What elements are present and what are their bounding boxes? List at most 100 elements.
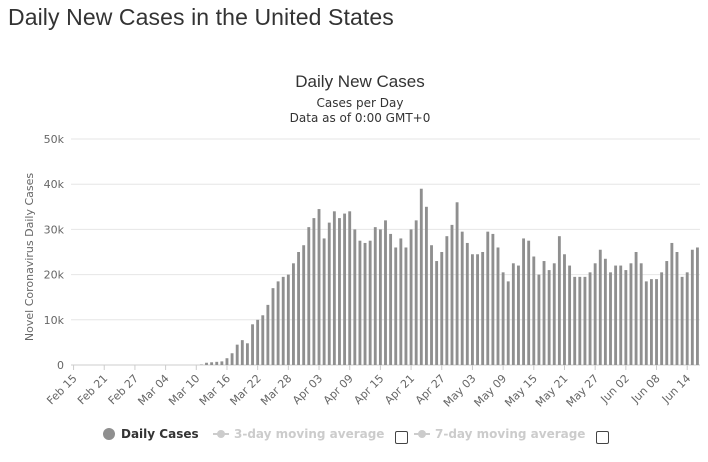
bar[interactable]	[527, 240, 531, 365]
bar[interactable]	[409, 229, 413, 365]
bar[interactable]	[532, 256, 536, 365]
bar[interactable]	[624, 270, 628, 365]
bar[interactable]	[343, 213, 347, 365]
bar[interactable]	[445, 236, 449, 365]
bar[interactable]	[476, 254, 479, 365]
bar[interactable]	[552, 263, 556, 365]
bar[interactable]	[603, 258, 607, 365]
bar[interactable]	[338, 218, 341, 365]
bar[interactable]	[292, 263, 295, 365]
bar[interactable]	[506, 281, 510, 365]
bar[interactable]	[384, 220, 387, 365]
bar[interactable]	[573, 276, 577, 365]
bar[interactable]	[266, 304, 270, 365]
bar[interactable]	[358, 240, 362, 365]
bar[interactable]	[486, 231, 490, 365]
bar[interactable]	[435, 261, 439, 365]
bar[interactable]	[696, 247, 699, 365]
bar[interactable]	[399, 238, 403, 365]
bar[interactable]	[675, 252, 679, 365]
bar[interactable]	[471, 254, 474, 365]
bar[interactable]	[511, 263, 515, 365]
bar[interactable]	[281, 276, 285, 365]
bar[interactable]	[583, 276, 587, 365]
bar[interactable]	[220, 361, 224, 365]
bar[interactable]	[588, 272, 592, 365]
bar[interactable]	[353, 229, 357, 365]
bar[interactable]	[215, 361, 219, 365]
bar[interactable]	[322, 238, 326, 365]
bar[interactable]	[312, 218, 316, 365]
bar[interactable]	[404, 247, 408, 365]
bar[interactable]	[235, 344, 239, 365]
bar[interactable]	[245, 343, 249, 365]
legend-item-3-day-average[interactable]: 3-day moving average	[213, 427, 384, 441]
bar[interactable]	[465, 242, 469, 365]
bar[interactable]	[537, 274, 541, 365]
bar[interactable]	[593, 263, 597, 365]
legend-item-7-day-average[interactable]: 7-day moving average	[414, 427, 585, 441]
bar[interactable]	[655, 279, 658, 365]
bar[interactable]	[440, 252, 444, 365]
bar[interactable]	[491, 233, 495, 365]
bar[interactable]	[547, 270, 551, 365]
bar[interactable]	[455, 202, 459, 365]
bar[interactable]	[496, 247, 500, 365]
bar[interactable]	[517, 265, 520, 365]
bar[interactable]	[373, 227, 377, 365]
bar[interactable]	[230, 353, 234, 365]
bar[interactable]	[639, 263, 643, 365]
bar[interactable]	[685, 272, 689, 365]
bar[interactable]	[450, 224, 454, 365]
bar[interactable]	[649, 279, 653, 365]
bar[interactable]	[327, 222, 331, 365]
bar[interactable]	[690, 249, 694, 365]
bar[interactable]	[317, 209, 321, 365]
bar[interactable]	[286, 274, 290, 365]
bar[interactable]	[542, 261, 546, 365]
bar[interactable]	[634, 252, 638, 365]
bar[interactable]	[614, 265, 618, 365]
bar[interactable]	[261, 315, 265, 365]
bar[interactable]	[332, 211, 336, 365]
bar[interactable]	[609, 272, 612, 365]
bar[interactable]	[568, 265, 572, 365]
bar[interactable]	[378, 229, 382, 365]
bar[interactable]	[629, 263, 633, 365]
bar[interactable]	[205, 362, 208, 365]
bar[interactable]	[240, 340, 244, 365]
bar[interactable]	[430, 245, 433, 365]
bar[interactable]	[598, 249, 602, 365]
bar[interactable]	[557, 236, 561, 365]
bar[interactable]	[276, 281, 280, 365]
bar[interactable]	[660, 272, 664, 365]
bar[interactable]	[680, 276, 684, 365]
bar[interactable]	[271, 288, 275, 365]
bar[interactable]	[210, 362, 214, 365]
bar[interactable]	[251, 324, 254, 365]
bar[interactable]	[394, 247, 398, 365]
bar[interactable]	[619, 265, 623, 365]
bar[interactable]	[368, 240, 372, 365]
bar[interactable]	[501, 272, 505, 365]
bar[interactable]	[256, 319, 260, 365]
bar[interactable]	[522, 238, 525, 365]
bar[interactable]	[644, 281, 648, 365]
bar[interactable]	[481, 252, 485, 365]
checkbox-3-day-average[interactable]	[395, 431, 408, 444]
bar[interactable]	[419, 188, 423, 365]
bar[interactable]	[578, 276, 582, 365]
bar[interactable]	[460, 231, 464, 365]
bar[interactable]	[389, 233, 393, 365]
bar[interactable]	[670, 242, 674, 365]
bar[interactable]	[307, 227, 311, 365]
checkbox-7-day-average[interactable]	[596, 431, 609, 444]
bar[interactable]	[414, 220, 418, 365]
bar[interactable]	[297, 252, 300, 365]
bar[interactable]	[363, 242, 367, 365]
bar[interactable]	[348, 211, 352, 365]
bar[interactable]	[563, 254, 566, 365]
bar[interactable]	[424, 206, 428, 365]
legend-item-daily-cases[interactable]: Daily Cases	[103, 427, 199, 441]
bar[interactable]	[225, 358, 229, 365]
